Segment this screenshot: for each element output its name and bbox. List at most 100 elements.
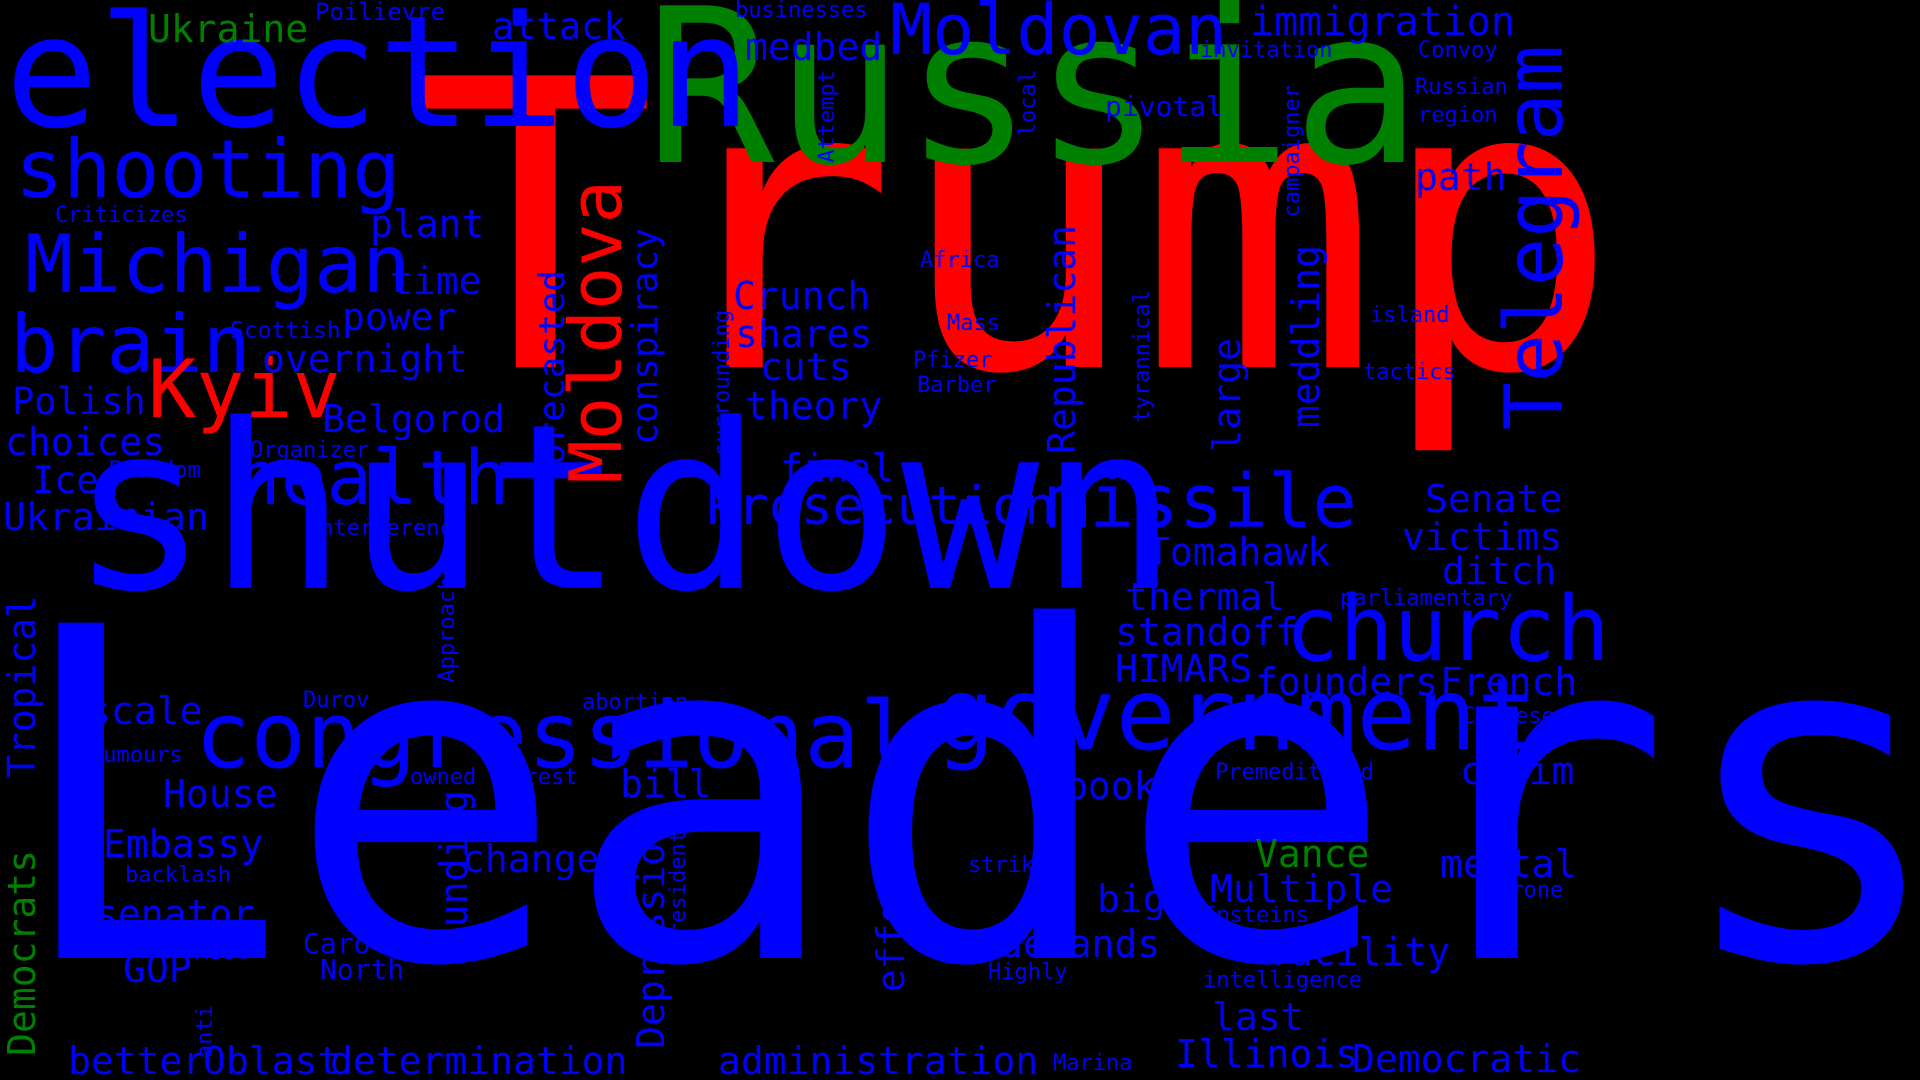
word-president: president	[666, 830, 691, 950]
word-backlash: backlash	[125, 863, 231, 888]
word-region: region	[1418, 103, 1498, 128]
word-democrats: Democrats	[0, 850, 44, 1056]
word-brain: brain	[10, 298, 251, 391]
word-premeditated: Premeditated	[1215, 760, 1374, 785]
word-barber: Barber	[917, 373, 997, 398]
word-criticizes: Criticizes	[55, 203, 188, 228]
word-change: change	[462, 837, 600, 881]
word-anti: anti	[193, 1005, 218, 1058]
word-government: government	[935, 656, 1538, 773]
word-republican: Republican	[1040, 225, 1084, 454]
word-tyrannical: tyrannical	[1130, 290, 1155, 423]
word-ice: Ice	[32, 459, 99, 502]
word-overnight: overnight	[262, 337, 468, 381]
word-russian: Russian	[1415, 75, 1508, 100]
word-intelligence: intelligence	[1203, 968, 1362, 993]
word-surrounding: surrounding	[710, 310, 735, 456]
word-highly: Highly	[988, 960, 1068, 985]
word-conspiracy: conspiracy	[625, 228, 666, 445]
word-gop: GOP	[123, 947, 192, 991]
word-better: better	[68, 1039, 206, 1080]
word-trump: Trump	[415, 0, 1620, 462]
word-carolina: Carolina	[303, 927, 438, 960]
word-leaders: Leaders	[10, 532, 1920, 1067]
word-last: last	[1212, 995, 1304, 1039]
word-depression: Depression	[629, 820, 673, 1049]
word-parliamentary: parliamentary	[1340, 586, 1513, 611]
word-organizer: Organizer	[250, 438, 370, 463]
word-campaigner: campaigner	[1280, 85, 1305, 218]
word-church: church	[1285, 577, 1611, 682]
word-large: large	[1205, 338, 1249, 453]
word-pivotal: pivotal	[1105, 90, 1224, 123]
word-invitation: invitation	[1200, 38, 1333, 63]
word-drone: drone	[1497, 878, 1564, 903]
word-pfizer: Pfizer	[913, 348, 993, 373]
word-chinese: Chinese	[1462, 704, 1555, 729]
word-standoff: standoff	[1115, 610, 1299, 654]
word-shutdown: shutdown	[70, 376, 1178, 643]
word-michigan: Michigan	[25, 218, 411, 311]
word-interference: interference	[307, 516, 466, 541]
word-freedom: Freedom	[108, 458, 201, 483]
word-meet: Meet	[195, 940, 248, 965]
word-marina: Marina	[1053, 1051, 1133, 1076]
word-shares: shares	[735, 312, 873, 356]
word-victims: victims	[1402, 515, 1563, 559]
word-embassy: Embassy	[103, 822, 264, 866]
word-congressional: congressional	[195, 682, 916, 789]
word-himars: HIMARS	[1115, 647, 1253, 691]
word-arrest: arrest	[498, 765, 578, 790]
word-effort: effort	[869, 855, 913, 993]
word-thermal: thermal	[1125, 575, 1286, 619]
word-attack: attack	[492, 5, 626, 48]
word-north: North	[320, 953, 405, 986]
word-facility: facility	[1267, 930, 1451, 974]
word-senator: senator	[95, 892, 256, 936]
word-attempt: Attempt	[815, 70, 840, 163]
word-theory: theory	[745, 384, 883, 428]
word-house: House	[163, 772, 278, 816]
word-kyiv: Kyiv	[148, 343, 341, 436]
word-shooting: shooting	[15, 123, 401, 216]
word-russia: Russia	[645, 0, 1422, 213]
word-senate: Senate	[1425, 477, 1563, 521]
word-telegram: Telegram	[1488, 45, 1581, 431]
word-bill: bill	[620, 762, 712, 806]
word-moldovan: Moldovan	[890, 0, 1228, 71]
word-oblast: Oblast	[203, 1039, 341, 1080]
word-founders: founders	[1255, 660, 1439, 704]
word-polish: Polish	[12, 380, 146, 423]
word-illinois: Illinois	[1175, 1032, 1359, 1076]
word-meddling: meddling	[1284, 245, 1328, 429]
word-missile: missile	[1045, 459, 1357, 545]
word-crunch: Crunch	[733, 274, 871, 318]
word-administration: administration	[718, 1039, 1039, 1080]
word-vance: Vance	[1255, 832, 1370, 876]
word-choices: choices	[5, 420, 166, 464]
word-poilievre: Poilievre	[315, 0, 446, 26]
word-convoy: Convoy	[1418, 38, 1498, 63]
word-determination: determination	[330, 1039, 628, 1080]
word-demands: demands	[1000, 922, 1161, 966]
word-tumours: tumours	[90, 743, 183, 768]
word-mass: Mass	[947, 311, 1000, 336]
word-africa: Africa	[920, 248, 1000, 273]
word-funding: funding	[432, 790, 476, 951]
word-path: path	[1415, 155, 1507, 199]
word-multiple: Multiple	[1210, 867, 1394, 911]
word-mental: mental	[1440, 842, 1578, 886]
word-ditch: ditch	[1442, 549, 1557, 593]
word-election: election	[5, 0, 752, 163]
word-ukrainian: Ukrainian	[3, 495, 209, 539]
word-book: book	[1065, 764, 1157, 808]
word-medbed: medbed	[745, 25, 883, 69]
word-french: French	[1440, 660, 1578, 704]
word-businesses: businesses	[735, 0, 868, 23]
word-claim: claim	[1460, 749, 1575, 793]
word-approaches: Approaches	[435, 550, 460, 683]
word-strike: strike	[968, 853, 1048, 878]
word-big: big	[1097, 877, 1166, 921]
word-owned: owned	[410, 765, 477, 790]
